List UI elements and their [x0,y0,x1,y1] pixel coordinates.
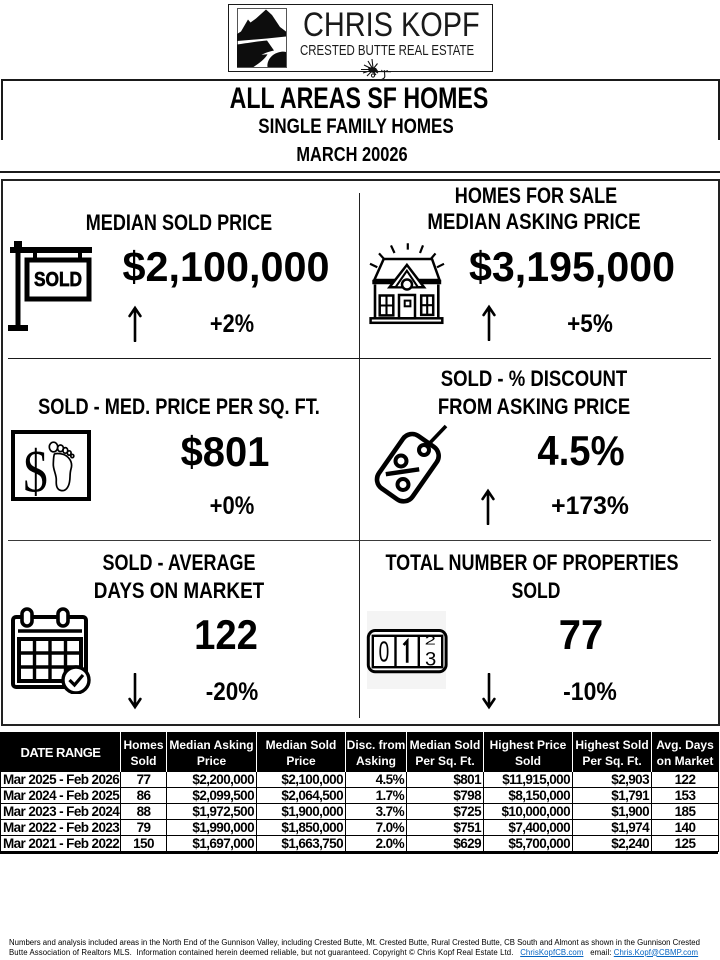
svg-text:3: 3 [425,649,436,671]
svg-text:0: 0 [379,637,390,669]
svg-text:$: $ [23,438,48,501]
svg-text:SOLD: SOLD [34,269,82,291]
svg-text:2: 2 [425,634,436,648]
